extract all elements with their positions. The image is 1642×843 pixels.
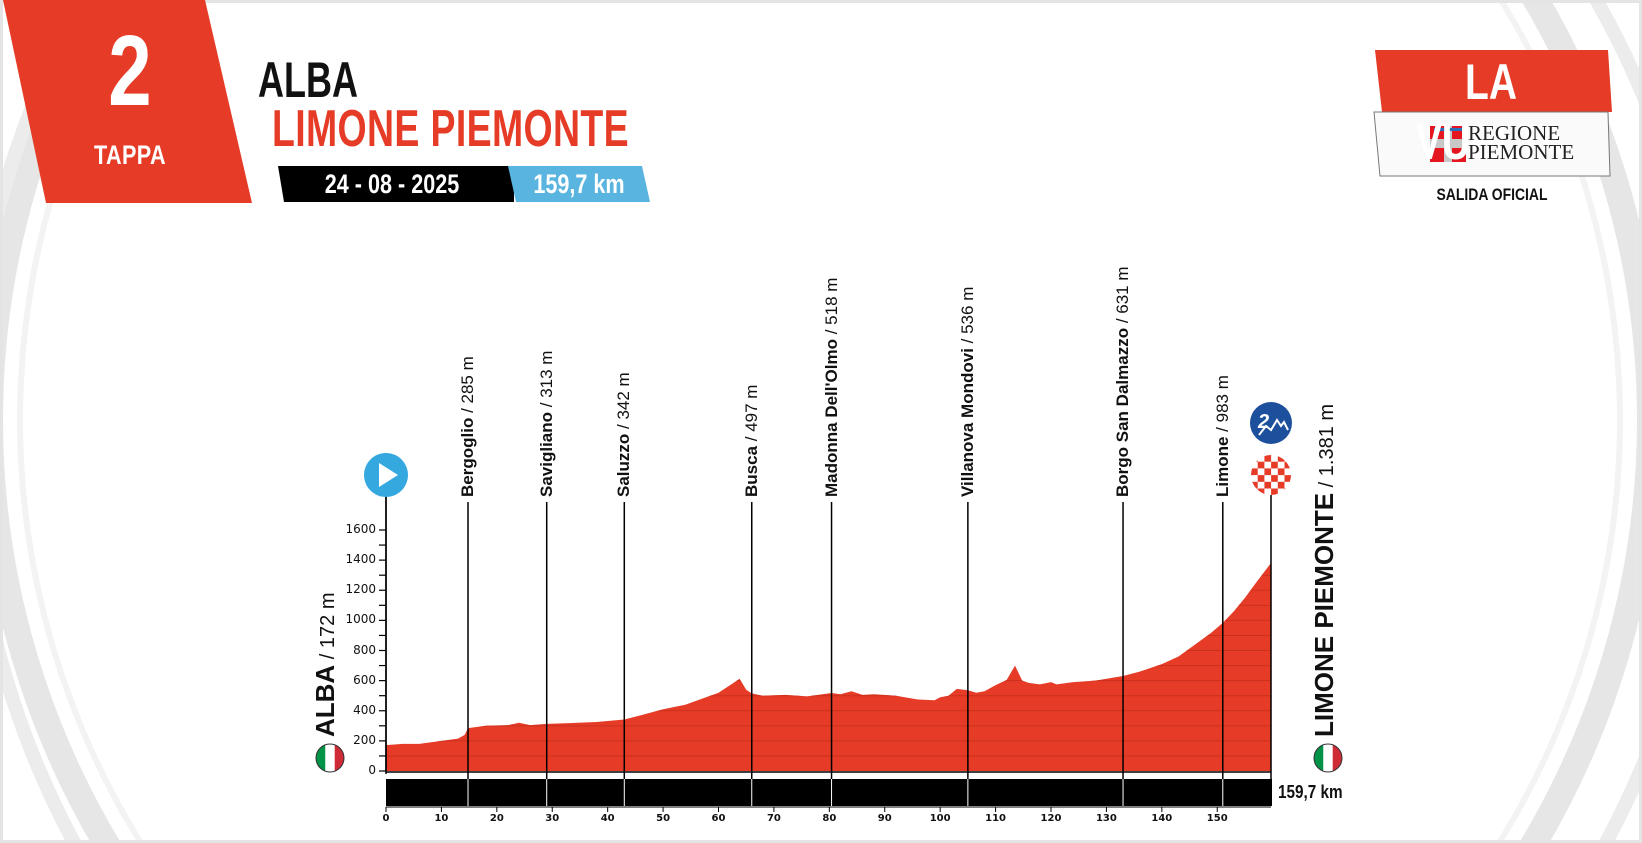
- la-vuelta-logo: LA VUELTA REGIONE PIEMONTE: [1372, 48, 1612, 208]
- checkered-flag-icon: [1251, 455, 1291, 495]
- stage-date: 24 - 08 - 2025: [324, 169, 460, 199]
- finish-label: LIMONE PIEMONTE / 1.381 m: [1309, 403, 1339, 737]
- y-tick-label: 1000: [345, 612, 376, 627]
- logo-text: LA VUELTA: [1415, 54, 1567, 170]
- x-tick-label: 90: [877, 813, 892, 824]
- stage-distance: 159,7 km: [533, 169, 625, 199]
- start-label: ALBA / 172 m: [310, 592, 340, 737]
- x-tick-label: 100: [929, 813, 951, 824]
- date-bar: 24 - 08 - 2025: [278, 166, 518, 202]
- stage-badge: 2 TAPPA: [0, 0, 255, 205]
- x-tick-label: 110: [985, 813, 1007, 824]
- x-tick-label: 20: [489, 813, 504, 824]
- km-bar: [386, 779, 1272, 806]
- y-tick-label: 400: [353, 702, 376, 717]
- x-tick-label: 50: [656, 813, 671, 824]
- x-tick-label: 140: [1151, 813, 1173, 824]
- start-city-title: ALBA: [258, 52, 358, 108]
- y-tick-label: 1400: [345, 552, 376, 567]
- piemonte-coat-of-arms-icon: [1430, 126, 1466, 162]
- stage-badge-shape: [3, 0, 252, 203]
- x-tick-label: 70: [766, 813, 781, 824]
- finish-city-title: LIMONE PIEMONTE: [272, 100, 629, 158]
- y-tick-label: 200: [353, 732, 376, 747]
- elevation-area: [386, 563, 1271, 771]
- salida-oficial-label: SALIDA OFICIAL: [1436, 185, 1548, 204]
- play-icon: [364, 453, 408, 497]
- italy-flag-icon-start: [315, 743, 345, 773]
- italy-flag-icon-finish: [1313, 743, 1343, 773]
- sponsor-line-1: REGIONE: [1468, 121, 1561, 145]
- y-tick-label: 0: [368, 763, 376, 777]
- x-tick-label: 150: [1206, 813, 1228, 824]
- y-tick-label: 1200: [345, 582, 376, 597]
- stage-number: 2: [108, 15, 152, 127]
- x-tick-label: 60: [711, 813, 726, 824]
- x-tick-label: 120: [1040, 813, 1062, 824]
- sponsor-name: REGIONE PIEMONTE: [1468, 121, 1575, 164]
- mountain-category-icon: 2: [1250, 402, 1292, 444]
- y-tick-label: 600: [353, 672, 376, 687]
- sponsor-line-2: PIEMONTE: [1468, 140, 1575, 164]
- x-tick-label: 40: [600, 813, 615, 824]
- stage-badge-bg: [3, 0, 252, 203]
- stage-word: TAPPA: [94, 140, 166, 170]
- x-tick-label: 80: [822, 813, 837, 824]
- x-tick-label: 0: [382, 813, 390, 824]
- distance-bar: 159,7 km: [508, 166, 650, 202]
- x-tick-label: 10: [434, 813, 449, 824]
- x-tick-label: 130: [1095, 813, 1117, 824]
- y-tick-label: 1600: [345, 522, 376, 536]
- x-tick-label: 30: [545, 813, 560, 824]
- y-tick-label: 800: [353, 642, 376, 657]
- total-distance-label: 159,7 km: [1278, 782, 1343, 802]
